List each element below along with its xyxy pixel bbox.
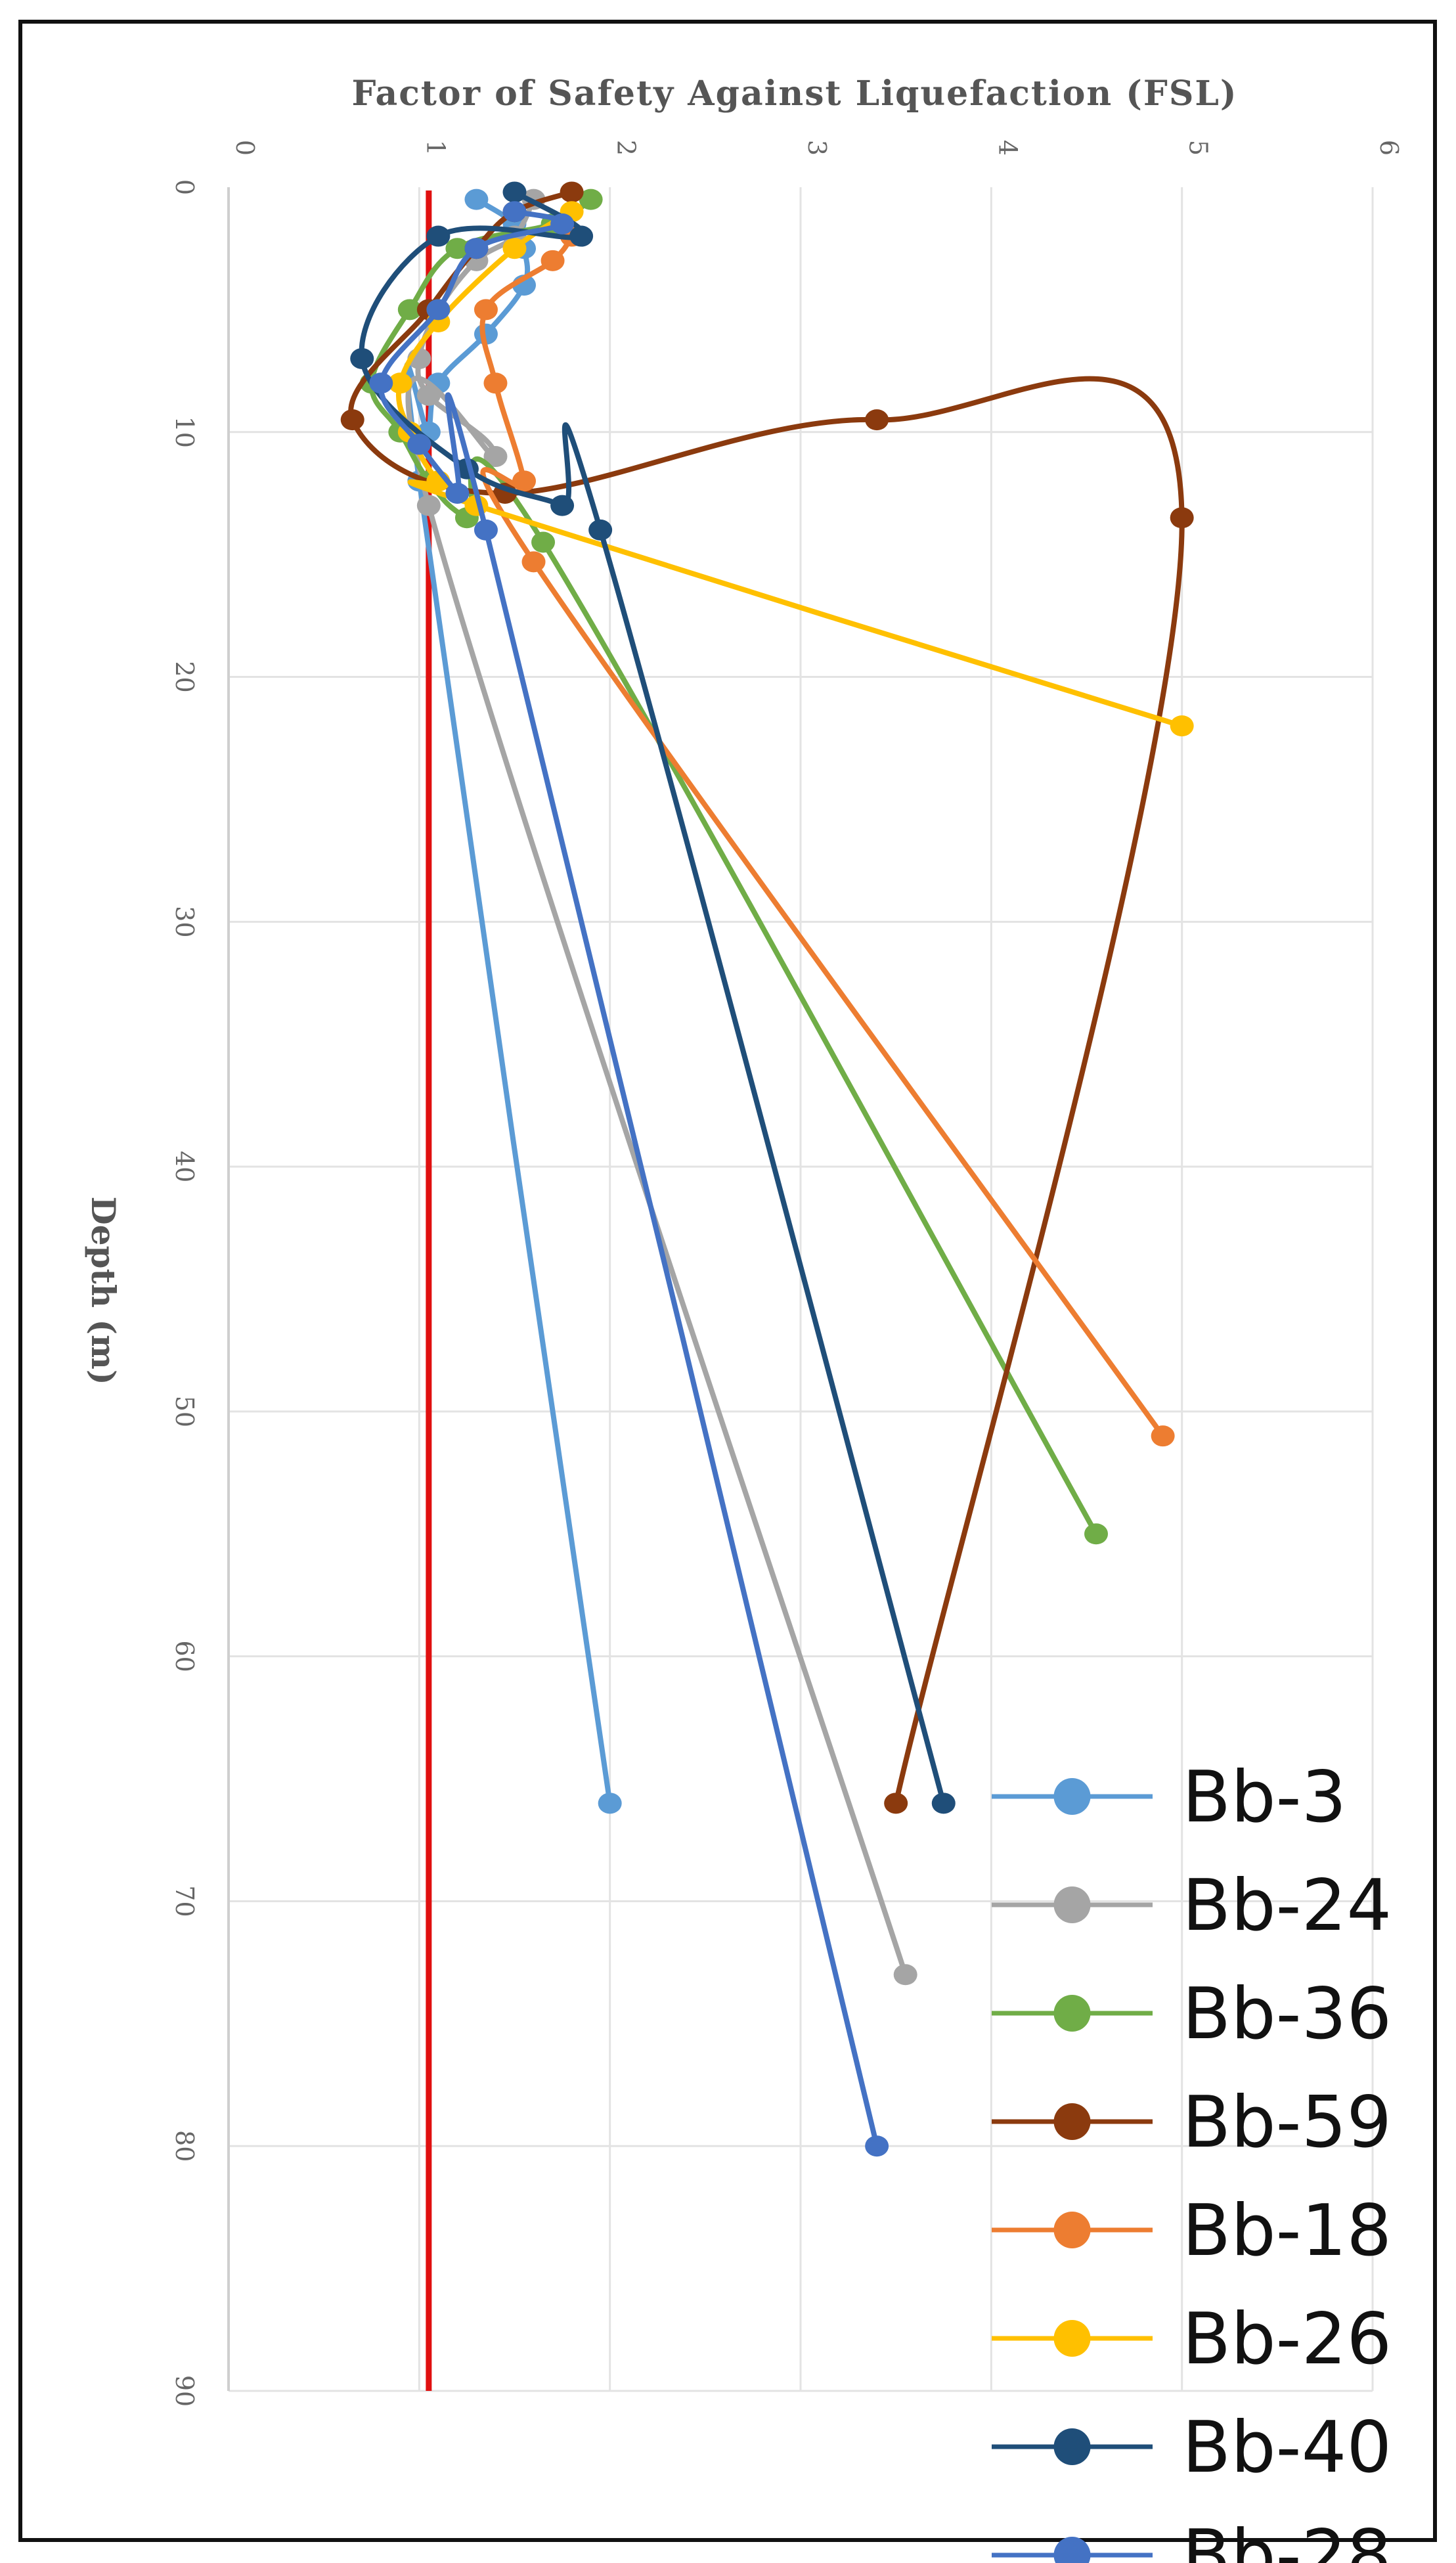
x-tick-label: 6 bbox=[1375, 140, 1403, 156]
series-bb-28 bbox=[369, 201, 889, 2157]
x-tick-label: 4 bbox=[993, 140, 1022, 156]
data-point bbox=[550, 495, 575, 516]
data-point bbox=[426, 299, 451, 321]
data-point bbox=[512, 470, 537, 492]
data-point bbox=[569, 225, 594, 247]
legend-swatch-marker bbox=[1053, 2537, 1091, 2563]
data-point bbox=[369, 372, 393, 394]
y-tick-label: 90 bbox=[170, 2375, 199, 2407]
series-line bbox=[479, 233, 1166, 1439]
data-point bbox=[416, 495, 441, 516]
data-point bbox=[502, 181, 527, 203]
data-point bbox=[893, 1964, 917, 1986]
legend: Bb-3 Bb-24 Bb-36 Bb-59 Bb-18 Bb-26 Bb-40 Bb-28 bbox=[992, 1756, 1392, 2563]
data-point bbox=[931, 1793, 956, 1814]
data-point bbox=[350, 347, 374, 369]
legend-item-bb-26: Bb-26 bbox=[992, 2298, 1392, 2380]
series-line bbox=[359, 189, 946, 1806]
data-point bbox=[474, 519, 498, 541]
data-point bbox=[445, 238, 470, 259]
legend-swatch-marker bbox=[1053, 1995, 1091, 2032]
data-point bbox=[474, 299, 498, 321]
data-point bbox=[502, 238, 527, 259]
legend-item-bb-18: Bb-18 bbox=[992, 2190, 1392, 2272]
data-point bbox=[426, 225, 451, 247]
grid bbox=[229, 187, 1374, 2392]
data-point bbox=[865, 2135, 889, 2157]
legend-label: Bb-3 bbox=[1182, 1756, 1346, 1839]
legend-item-bb-36: Bb-36 bbox=[992, 1973, 1392, 2055]
x-tick-label: 0 bbox=[231, 140, 259, 156]
data-point bbox=[407, 434, 431, 455]
data-point bbox=[521, 551, 546, 573]
legend-item-bb-3: Bb-3 bbox=[992, 1756, 1346, 1839]
data-point bbox=[464, 189, 489, 210]
data-point bbox=[560, 181, 584, 203]
data-point bbox=[340, 409, 364, 431]
legend-swatch-marker bbox=[1053, 2428, 1091, 2465]
depth-axis-title: Depth (m) bbox=[84, 1196, 123, 1385]
data-point bbox=[1170, 507, 1194, 529]
y-tick-label: 0 bbox=[170, 179, 199, 195]
x-tick-label: 2 bbox=[612, 140, 641, 156]
data-point bbox=[540, 250, 565, 271]
data-point bbox=[464, 238, 489, 259]
y-tick-label: 30 bbox=[170, 906, 199, 937]
x-tick-label: 5 bbox=[1184, 140, 1213, 156]
data-point bbox=[1170, 715, 1194, 737]
y-tick-label: 70 bbox=[170, 1885, 199, 1917]
data-point bbox=[531, 531, 556, 553]
y-tick-label: 80 bbox=[170, 2130, 199, 2162]
y-tick-label: 50 bbox=[170, 1396, 199, 1427]
data-point bbox=[445, 482, 470, 504]
data-point bbox=[579, 189, 603, 210]
data-point bbox=[1151, 1425, 1175, 1447]
data-point bbox=[598, 1793, 622, 1814]
legend-swatch-marker bbox=[1053, 2320, 1091, 2357]
y-tick-label: 10 bbox=[170, 416, 199, 448]
data-point bbox=[416, 384, 441, 406]
legend-swatch-marker bbox=[1053, 1886, 1091, 1923]
x-tick-label: 1 bbox=[421, 140, 450, 156]
x-tick-label: 3 bbox=[803, 140, 831, 156]
y-tick-label: 60 bbox=[170, 1640, 199, 1672]
legend-label: Bb-18 bbox=[1182, 2190, 1392, 2272]
data-point bbox=[483, 372, 508, 394]
chart-title: Factor of Safety Against Liquefaction (F… bbox=[351, 74, 1237, 114]
legend-swatch-marker bbox=[1053, 2212, 1091, 2248]
data-point bbox=[502, 201, 527, 223]
legend-label: Bb-59 bbox=[1182, 2082, 1392, 2164]
data-point bbox=[865, 409, 889, 431]
data-point bbox=[483, 446, 508, 468]
series-bb-26 bbox=[388, 201, 1194, 737]
y-tick-label: 20 bbox=[170, 661, 199, 692]
legend-label: Bb-24 bbox=[1182, 1865, 1392, 1947]
legend-swatch-marker bbox=[1053, 2103, 1091, 2140]
legend-item-bb-24: Bb-24 bbox=[992, 1865, 1392, 1947]
data-point bbox=[588, 519, 613, 541]
legend-label: Bb-36 bbox=[1182, 1973, 1392, 2055]
legend-swatch-marker bbox=[1053, 1778, 1091, 1815]
series-line bbox=[405, 196, 908, 1978]
series-bb-40 bbox=[350, 181, 956, 1814]
legend-item-bb-59: Bb-59 bbox=[992, 2082, 1392, 2164]
legend-item-bb-40: Bb-40 bbox=[992, 2407, 1392, 2489]
legend-label: Bb-28 bbox=[1182, 2515, 1392, 2563]
legend-label: Bb-40 bbox=[1182, 2407, 1392, 2489]
data-point bbox=[1084, 1523, 1109, 1545]
series-layer bbox=[340, 181, 1194, 2157]
data-point bbox=[884, 1793, 908, 1814]
data-point bbox=[388, 372, 412, 394]
legend-item-bb-28: Bb-28 bbox=[992, 2515, 1392, 2563]
series-line bbox=[404, 196, 613, 1806]
data-point bbox=[397, 299, 422, 321]
y-tick-label: 40 bbox=[170, 1151, 199, 1182]
legend-label: Bb-26 bbox=[1182, 2298, 1392, 2380]
series-bb-18 bbox=[474, 225, 1175, 1447]
data-point bbox=[550, 213, 575, 234]
titles: Factor of Safety Against Liquefaction (F… bbox=[84, 74, 1237, 1385]
